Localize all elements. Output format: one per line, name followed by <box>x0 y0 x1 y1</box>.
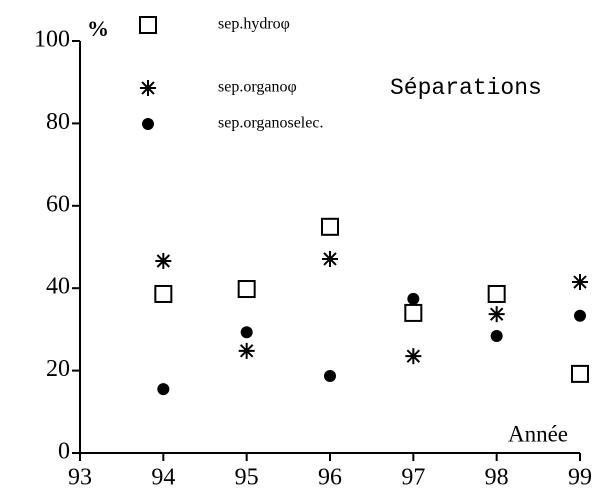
y-tick-label: 80 <box>46 109 70 135</box>
point <box>321 217 339 236</box>
point <box>488 306 505 323</box>
x-tick-label: 99 <box>568 465 592 491</box>
point <box>237 280 256 299</box>
legend-label: sep.organoφ <box>218 79 297 96</box>
point <box>240 326 253 339</box>
legend-label: sep.organoselec. <box>218 115 323 132</box>
x-axis-label: Année <box>508 421 568 446</box>
point <box>404 303 423 322</box>
legend-label: sep.hydroφ <box>218 16 290 33</box>
y-axis-label: % <box>87 16 109 41</box>
point <box>157 383 170 396</box>
point <box>324 369 336 382</box>
point <box>155 253 172 270</box>
x-tick-label: 96 <box>318 465 342 491</box>
y-tick-label: 60 <box>46 191 70 217</box>
x-tick-label: 93 <box>68 465 92 491</box>
legend-marker <box>142 118 154 130</box>
legend-marker <box>139 16 157 34</box>
legend-marker <box>140 80 156 96</box>
point <box>238 342 255 359</box>
point <box>154 284 173 303</box>
point <box>490 329 503 342</box>
point <box>322 250 338 267</box>
y-tick-label: 40 <box>46 274 70 300</box>
point <box>407 292 420 305</box>
x-tick-label: 94 <box>151 465 175 491</box>
y-tick-label: 20 <box>46 356 70 382</box>
point <box>574 309 586 322</box>
y-tick-label: 0 <box>58 439 70 465</box>
x-tick-label: 97 <box>401 465 425 491</box>
chart-title: Séparations <box>390 75 542 101</box>
point <box>405 348 422 365</box>
y-tick-label: 100 <box>34 27 70 53</box>
point <box>571 364 589 383</box>
x-tick-label: 98 <box>485 465 509 491</box>
point <box>572 274 588 291</box>
point <box>487 284 506 303</box>
x-tick-label: 95 <box>235 465 259 491</box>
